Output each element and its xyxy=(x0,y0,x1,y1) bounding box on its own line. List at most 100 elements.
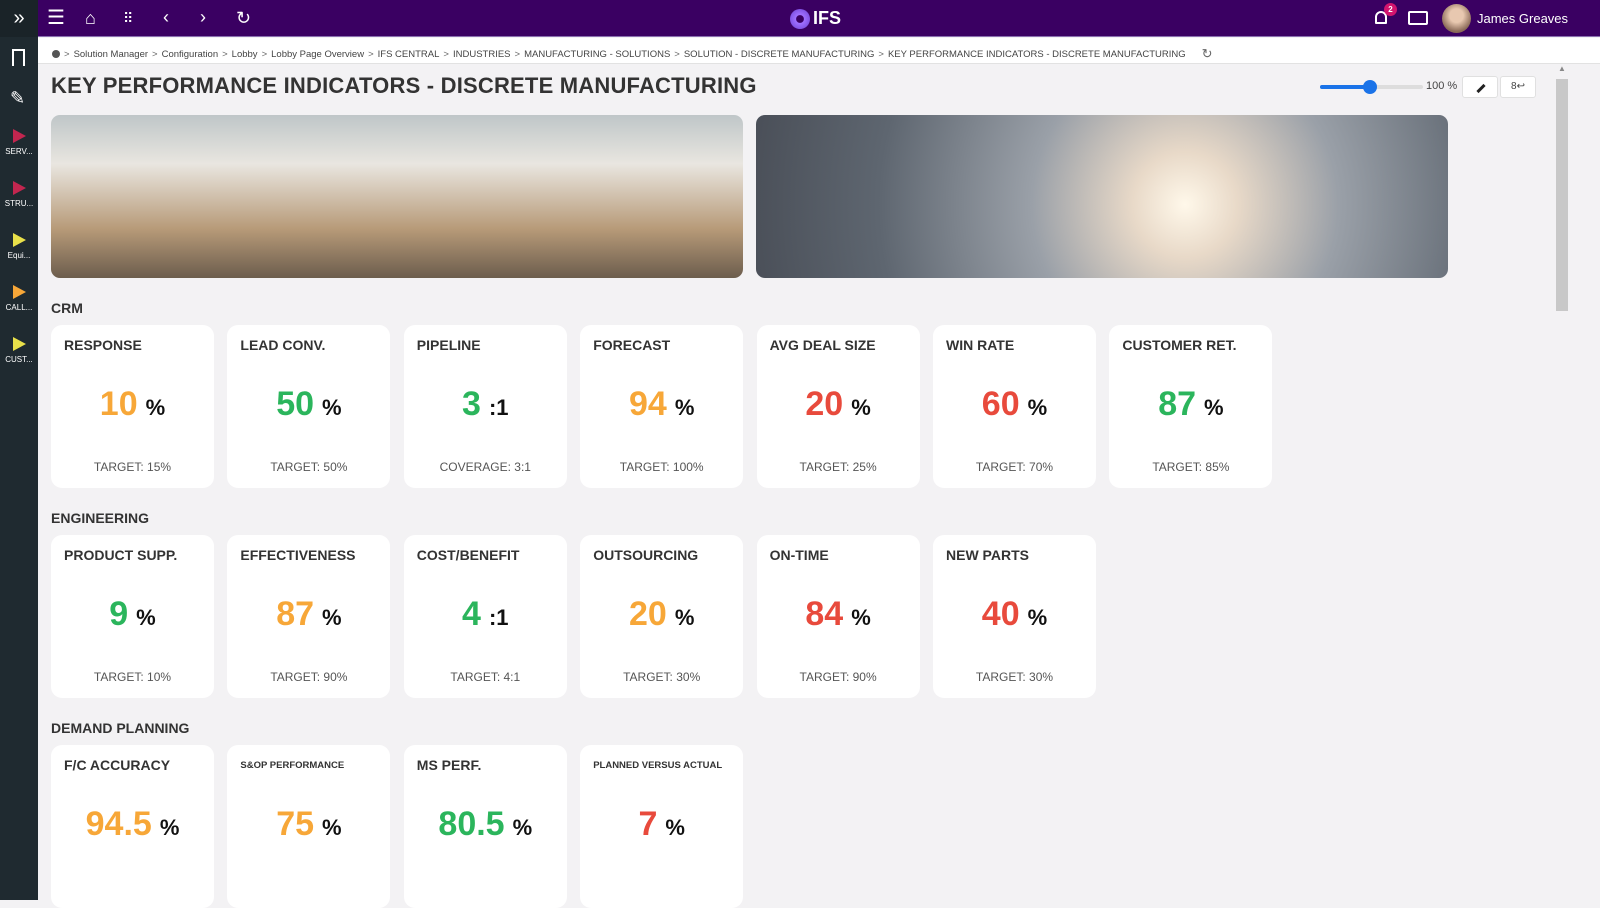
kpi-unit: % xyxy=(1027,605,1048,630)
kpi-card[interactable]: OUTSOURCING 20% TARGET: 30% xyxy=(580,535,744,698)
kpi-card[interactable]: ON-TIME 84% TARGET: 90% xyxy=(756,535,920,698)
kpi-card[interactable]: FORECAST 94% TARGET: 100% xyxy=(580,325,744,488)
avatar[interactable] xyxy=(1442,4,1471,33)
forward-icon[interactable]: › xyxy=(200,7,206,27)
kpi-target: TARGET: 30% xyxy=(623,670,701,684)
kpi-card[interactable]: RESPONSE 10% TARGET: 15% xyxy=(51,325,214,488)
breadcrumb-item[interactable]: INDUSTRIES xyxy=(452,48,511,60)
menu-icon[interactable]: ☰ xyxy=(47,7,65,29)
breadcrumb-separator: > xyxy=(152,48,158,60)
notifications-bell-icon[interactable] xyxy=(1375,11,1387,24)
kpi-value: 10 xyxy=(99,385,138,423)
kpi-unit: % xyxy=(322,395,342,420)
kpi-value-row: 84% xyxy=(757,595,920,634)
kpi-value-row: 40% xyxy=(933,595,1096,634)
play-triangle-icon xyxy=(12,181,26,195)
kpi-card[interactable]: EFFECTIVENESS 87% TARGET: 90% xyxy=(227,535,391,698)
breadcrumb-item[interactable]: KEY PERFORMANCE INDICATORS - DISCRETE MA… xyxy=(887,48,1186,60)
kpi-card[interactable]: PIPELINE 3:1 COVERAGE: 3:1 xyxy=(403,325,567,488)
sidebar-item[interactable]: CALL... xyxy=(0,285,38,312)
breadcrumb-separator: > xyxy=(878,48,884,60)
breadcrumb-item[interactable]: IFS CENTRAL xyxy=(377,48,440,60)
back-icon[interactable]: ‹ xyxy=(163,7,169,27)
home-icon[interactable]: ⌂ xyxy=(85,8,96,28)
play-triangle-icon xyxy=(12,285,26,299)
kpi-value-row: 60% xyxy=(933,385,1096,424)
sidebar-item-label: Equi... xyxy=(7,251,31,260)
kpi-value-row: 3:1 xyxy=(404,385,567,424)
breadcrumb-separator: > xyxy=(368,48,374,60)
kpi-title: PLANNED VERSUS ACTUAL xyxy=(593,760,723,771)
kpi-value: 3 xyxy=(462,385,481,423)
scrollbar-thumb[interactable] xyxy=(1556,79,1568,311)
sidebar-item[interactable]: STRU... xyxy=(0,181,38,208)
kpi-target: TARGET: 30% xyxy=(975,670,1054,684)
kpi-card[interactable]: F/C ACCURACY 94.5% xyxy=(51,745,214,908)
kpi-title: ON-TIME xyxy=(769,547,829,563)
kpi-value-row: 9% xyxy=(51,595,214,634)
kpi-value-row: 80.5% xyxy=(404,805,567,844)
kpi-card[interactable]: MS PERF. 80.5% xyxy=(403,745,567,908)
apps-grid-icon[interactable]: ⠿ xyxy=(123,10,134,26)
robot-arms-banner-image xyxy=(51,115,743,278)
play-triangle-icon xyxy=(12,233,26,247)
refresh-icon[interactable]: ↻ xyxy=(236,8,252,28)
kpi-card[interactable]: WIN RATE 60% TARGET: 70% xyxy=(933,325,1096,488)
vertical-scrollbar[interactable]: ▲ xyxy=(1556,64,1568,900)
breadcrumb-item[interactable]: SOLUTION - DISCRETE MANUFACTURING xyxy=(683,48,875,60)
kpi-card[interactable]: AVG DEAL SIZE 20% TARGET: 25% xyxy=(756,325,920,488)
breadcrumb-item[interactable]: Lobby xyxy=(231,48,258,60)
settings-wrench-button[interactable] xyxy=(1462,76,1498,98)
kpi-card[interactable]: LEAD CONV. 50% TARGET: 50% xyxy=(227,325,391,488)
kpi-value-row: 50% xyxy=(227,385,390,424)
breadcrumb-item[interactable]: MANUFACTURING - SOLUTIONS xyxy=(524,48,671,60)
kpi-title: F/C ACCURACY xyxy=(64,757,171,773)
ifs-logo[interactable]: IFS xyxy=(790,8,841,29)
kpi-target: TARGET: 10% xyxy=(93,670,172,684)
zoom-slider-fill xyxy=(1320,85,1370,89)
bookmark-icon[interactable] xyxy=(12,49,25,66)
kpi-target: COVERAGE: 3:1 xyxy=(439,460,531,474)
user-name[interactable]: James Greaves xyxy=(1477,11,1569,26)
kpi-card[interactable]: NEW PARTS 40% TARGET: 30% xyxy=(933,535,1096,698)
kpi-unit: % xyxy=(674,395,695,420)
breadcrumb-item[interactable]: Lobby Page Overview xyxy=(271,48,365,60)
kpi-title: PRODUCT SUPP. xyxy=(64,547,178,563)
kpi-value: 50 xyxy=(276,385,315,423)
kpi-title: WIN RATE xyxy=(946,337,1015,353)
kpi-title: EFFECTIVENESS xyxy=(240,547,356,563)
breadcrumb-root-icon[interactable] xyxy=(52,50,60,58)
feedback-icon[interactable] xyxy=(1408,11,1428,25)
sidebar-item[interactable]: CUST... xyxy=(0,337,38,364)
kpi-title: NEW PARTS xyxy=(946,547,1029,563)
kpi-card[interactable]: S&OP PERFORMANCE 75% xyxy=(227,745,391,908)
kpi-value-row: 75% xyxy=(227,805,390,844)
edit-icon[interactable]: ✎ xyxy=(10,88,26,108)
expand-sidebar-icon[interactable]: » xyxy=(0,0,38,37)
breadcrumb-separator: > xyxy=(514,48,521,60)
breadcrumb-refresh-icon[interactable]: ↻ xyxy=(1201,46,1213,61)
kpi-card[interactable]: CUSTOMER RET. 87% TARGET: 85% xyxy=(1109,325,1273,488)
kpi-card[interactable]: PLANNED VERSUS ACTUAL 7% xyxy=(580,745,744,908)
scroll-up-icon[interactable]: ▲ xyxy=(1558,64,1566,73)
kpi-title: S&OP PERFORMANCE xyxy=(240,760,345,771)
breadcrumb-separator: > xyxy=(261,48,268,60)
kpi-value: 84 xyxy=(805,595,844,633)
sidebar-item[interactable]: SERV... xyxy=(0,129,38,156)
kpi-unit: % xyxy=(665,815,685,840)
breadcrumb-item[interactable]: Solution Manager xyxy=(73,48,149,60)
breadcrumb-item[interactable]: Configuration xyxy=(161,48,219,60)
kpi-value: 4 xyxy=(462,595,481,633)
kpi-value-row: 87% xyxy=(227,595,390,634)
zoom-level: 100 % xyxy=(1426,80,1458,92)
kpi-card[interactable]: PRODUCT SUPP. 9% TARGET: 10% xyxy=(51,535,214,698)
kpi-value: 94.5 xyxy=(85,805,152,843)
zoom-slider[interactable] xyxy=(1320,80,1423,94)
zoom-slider-handle[interactable] xyxy=(1363,80,1377,94)
link-button[interactable]: 8↩ xyxy=(1500,76,1536,98)
kpi-unit: % xyxy=(322,815,342,840)
kpi-title: MS PERF. xyxy=(416,757,482,773)
kpi-title: CUSTOMER RET. xyxy=(1122,337,1237,353)
sidebar-item[interactable]: Equi... xyxy=(0,233,38,260)
kpi-card[interactable]: COST/BENEFIT 4:1 TARGET: 4:1 xyxy=(403,535,567,698)
